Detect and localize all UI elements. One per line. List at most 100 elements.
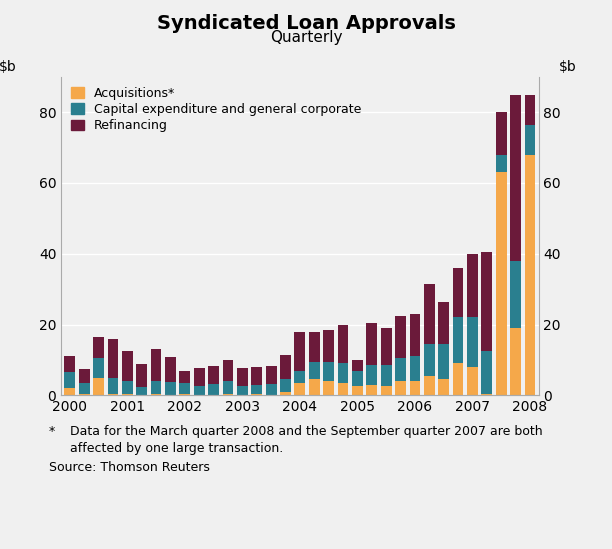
Bar xyxy=(136,388,147,395)
Bar xyxy=(165,382,176,395)
Bar xyxy=(424,376,435,395)
Bar xyxy=(136,365,147,388)
Bar xyxy=(482,252,492,351)
Bar xyxy=(367,323,377,365)
Bar xyxy=(294,383,305,395)
Bar xyxy=(409,314,420,356)
Bar xyxy=(294,371,305,383)
Bar xyxy=(93,378,104,395)
Bar xyxy=(93,358,104,378)
Bar xyxy=(108,339,118,378)
Bar xyxy=(467,317,478,367)
Text: Quarterly: Quarterly xyxy=(270,30,342,45)
Bar xyxy=(179,371,190,383)
Text: Source: Thomson Reuters: Source: Thomson Reuters xyxy=(49,461,210,474)
Text: Data for the March quarter 2008 and the September quarter 2007 are both: Data for the March quarter 2008 and the … xyxy=(70,425,543,439)
Bar xyxy=(395,316,406,358)
Bar xyxy=(323,330,334,362)
Bar xyxy=(122,381,133,394)
Bar xyxy=(482,394,492,395)
Bar xyxy=(237,386,248,395)
Text: Syndicated Loan Approvals: Syndicated Loan Approvals xyxy=(157,14,455,33)
Bar xyxy=(409,381,420,395)
Bar xyxy=(424,284,435,344)
Bar xyxy=(309,362,319,379)
Bar xyxy=(381,365,392,386)
Bar xyxy=(352,371,363,386)
Bar xyxy=(64,388,75,395)
Bar xyxy=(467,254,478,317)
Bar xyxy=(338,363,348,383)
Bar xyxy=(151,381,162,394)
Text: *: * xyxy=(49,425,55,439)
Bar xyxy=(323,362,334,381)
Bar xyxy=(237,368,248,386)
Bar xyxy=(395,358,406,381)
Bar xyxy=(381,386,392,395)
Text: $b: $b xyxy=(559,60,577,74)
Bar xyxy=(496,155,507,172)
Bar xyxy=(151,349,162,381)
Bar xyxy=(352,360,363,371)
Bar xyxy=(223,381,233,394)
Bar xyxy=(424,344,435,376)
Bar xyxy=(323,381,334,395)
Bar xyxy=(151,394,162,395)
Bar xyxy=(496,172,507,395)
Bar xyxy=(524,94,536,125)
Bar xyxy=(266,366,277,384)
Bar xyxy=(79,369,89,383)
Bar xyxy=(122,351,133,381)
Bar xyxy=(309,379,319,395)
Bar xyxy=(510,261,521,328)
Bar xyxy=(453,363,463,395)
Bar xyxy=(280,392,291,395)
Bar xyxy=(252,394,262,395)
Bar xyxy=(496,112,507,155)
Bar xyxy=(194,386,204,395)
Bar xyxy=(223,394,233,395)
Bar xyxy=(367,365,377,385)
Bar xyxy=(108,378,118,394)
Bar xyxy=(252,385,262,394)
Bar xyxy=(309,332,319,362)
Bar xyxy=(453,268,463,317)
Bar xyxy=(338,383,348,395)
Legend: Acquisitions*, Capital expenditure and general corporate, Refinancing: Acquisitions*, Capital expenditure and g… xyxy=(67,83,365,136)
Bar xyxy=(122,394,133,395)
Bar xyxy=(294,332,305,371)
Bar xyxy=(179,383,190,394)
Bar xyxy=(280,355,291,379)
Bar xyxy=(438,344,449,379)
Bar xyxy=(252,367,262,385)
Bar xyxy=(409,356,420,381)
Bar xyxy=(367,385,377,395)
Bar xyxy=(524,125,536,155)
Bar xyxy=(64,372,75,388)
Bar xyxy=(93,337,104,358)
Bar xyxy=(395,381,406,395)
Bar xyxy=(179,394,190,395)
Bar xyxy=(381,328,392,365)
Bar xyxy=(352,386,363,395)
Bar xyxy=(280,379,291,392)
Bar xyxy=(467,367,478,395)
Bar xyxy=(194,368,204,386)
Bar xyxy=(108,394,118,395)
Text: $b: $b xyxy=(0,60,17,74)
Bar xyxy=(79,394,89,395)
Bar xyxy=(453,317,463,363)
Bar xyxy=(438,379,449,395)
Bar xyxy=(524,155,536,395)
Bar xyxy=(266,384,277,395)
Bar xyxy=(79,383,89,394)
Bar xyxy=(438,301,449,344)
Bar xyxy=(208,366,219,384)
Bar xyxy=(510,328,521,395)
Bar xyxy=(338,324,348,363)
Bar xyxy=(64,356,75,372)
Bar xyxy=(165,357,176,382)
Bar xyxy=(482,351,492,394)
Bar xyxy=(208,384,219,395)
Bar xyxy=(510,94,521,261)
